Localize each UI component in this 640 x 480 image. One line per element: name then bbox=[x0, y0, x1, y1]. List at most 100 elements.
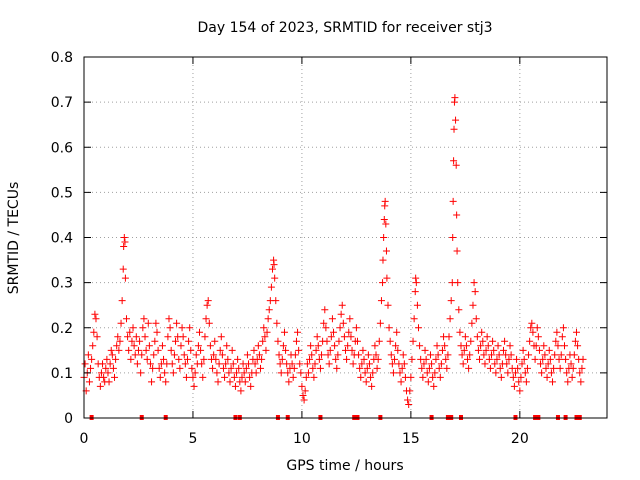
data-point bbox=[81, 360, 89, 368]
data-point bbox=[406, 387, 414, 395]
data-point bbox=[167, 346, 175, 354]
data-point bbox=[117, 319, 125, 327]
data-point bbox=[521, 369, 529, 377]
data-point bbox=[335, 337, 343, 345]
data-point bbox=[446, 315, 454, 323]
data-point bbox=[214, 378, 222, 386]
data-point bbox=[276, 360, 284, 368]
data-point bbox=[482, 346, 490, 354]
data-point bbox=[169, 369, 177, 377]
data-point bbox=[544, 360, 552, 368]
data-point bbox=[407, 373, 415, 381]
data-point bbox=[150, 351, 158, 359]
data-point bbox=[495, 351, 503, 359]
y-tick-label: 0.3 bbox=[51, 276, 73, 292]
data-point bbox=[285, 378, 293, 386]
data-point bbox=[201, 333, 209, 341]
data-point bbox=[425, 364, 433, 372]
data-point bbox=[422, 355, 430, 363]
data-point bbox=[419, 373, 427, 381]
y-tick-label: 0.5 bbox=[51, 185, 73, 201]
data-point bbox=[113, 342, 121, 350]
data-point bbox=[133, 360, 141, 368]
data-point bbox=[102, 364, 110, 372]
data-point bbox=[186, 324, 194, 332]
data-point bbox=[353, 337, 361, 345]
x-tick-label: 10 bbox=[293, 431, 311, 447]
data-point bbox=[206, 342, 214, 350]
data-point bbox=[437, 360, 445, 368]
data-point bbox=[394, 346, 402, 354]
data-point bbox=[130, 342, 138, 350]
data-point bbox=[216, 346, 224, 354]
data-point bbox=[120, 243, 128, 251]
data-point bbox=[452, 116, 460, 124]
data-point bbox=[107, 346, 115, 354]
data-point bbox=[271, 274, 279, 282]
y-tick-label: 0.4 bbox=[51, 231, 73, 247]
data-point bbox=[356, 364, 364, 372]
data-point bbox=[246, 373, 254, 381]
data-point bbox=[412, 279, 420, 287]
data-point bbox=[497, 373, 505, 381]
data-point bbox=[408, 355, 416, 363]
data-point bbox=[99, 360, 107, 368]
data-point bbox=[375, 337, 383, 345]
data-point bbox=[268, 265, 276, 273]
data-point bbox=[254, 342, 262, 350]
data-point bbox=[145, 342, 153, 350]
data-point bbox=[182, 373, 190, 381]
data-point bbox=[225, 369, 233, 377]
data-point bbox=[352, 324, 360, 332]
data-point bbox=[89, 342, 97, 350]
data-point bbox=[454, 279, 462, 287]
data-point bbox=[252, 369, 260, 377]
data-point bbox=[198, 360, 206, 368]
data-point bbox=[218, 351, 226, 359]
data-point bbox=[483, 333, 491, 341]
data-point bbox=[555, 355, 563, 363]
data-point bbox=[321, 306, 329, 314]
data-point bbox=[265, 306, 273, 314]
data-point bbox=[382, 247, 390, 255]
data-point bbox=[549, 378, 557, 386]
data-point bbox=[450, 125, 458, 133]
data-point bbox=[299, 391, 307, 399]
data-point bbox=[191, 369, 199, 377]
data-point bbox=[537, 360, 545, 368]
data-point bbox=[576, 369, 584, 377]
data-point bbox=[96, 382, 104, 390]
data-point bbox=[349, 360, 357, 368]
data-point bbox=[303, 360, 311, 368]
data-point bbox=[122, 315, 130, 323]
data-point bbox=[542, 364, 550, 372]
data-point bbox=[362, 378, 370, 386]
data-point bbox=[410, 315, 418, 323]
data-point bbox=[574, 342, 582, 350]
data-point bbox=[146, 360, 154, 368]
data-point bbox=[114, 333, 122, 341]
data-point bbox=[485, 355, 493, 363]
data-point bbox=[579, 355, 587, 363]
data-point bbox=[325, 360, 333, 368]
data-point bbox=[200, 355, 208, 363]
data-point bbox=[111, 373, 119, 381]
data-point bbox=[91, 310, 99, 318]
data-point bbox=[128, 337, 136, 345]
data-point bbox=[112, 355, 120, 363]
data-point bbox=[550, 364, 558, 372]
data-point bbox=[241, 378, 249, 386]
data-point bbox=[320, 319, 328, 327]
data-point bbox=[465, 364, 473, 372]
data-point bbox=[132, 333, 140, 341]
x-tick-label: 15 bbox=[402, 431, 420, 447]
data-point bbox=[503, 360, 511, 368]
data-point bbox=[405, 400, 413, 408]
data-point bbox=[532, 342, 540, 350]
data-point bbox=[240, 369, 248, 377]
data-point bbox=[115, 346, 123, 354]
data-point bbox=[231, 382, 239, 390]
data-point bbox=[462, 342, 470, 350]
data-point bbox=[523, 364, 531, 372]
data-point bbox=[453, 247, 461, 255]
